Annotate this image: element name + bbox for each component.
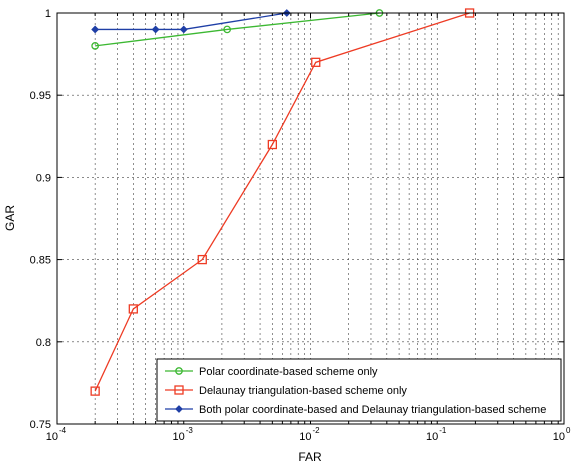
legend-entry: Delaunay triangulation-based scheme only bbox=[165, 385, 407, 397]
series-circle bbox=[91, 9, 384, 50]
x-tick-label-exponent: -1 bbox=[439, 426, 447, 435]
y-tick-label: 0.8 bbox=[36, 337, 51, 349]
data-point-marker bbox=[91, 42, 100, 50]
x-tick-label: 10 bbox=[299, 431, 311, 443]
data-point-marker bbox=[197, 254, 207, 265]
legend: Polar coordinate-based scheme only Delaun… bbox=[156, 358, 562, 422]
x-tick-label: 10 bbox=[426, 431, 438, 443]
series-line bbox=[94, 12, 470, 392]
x-axis-label: FAR bbox=[298, 450, 322, 464]
legend-entry: Polar coordinate-based scheme only bbox=[165, 366, 378, 378]
data-point-marker bbox=[90, 386, 100, 396]
data-point-marker bbox=[179, 25, 188, 34]
y-axis-label: GAR bbox=[3, 205, 17, 231]
legend-box bbox=[156, 358, 562, 422]
data-point-marker bbox=[128, 304, 138, 314]
legend-marker bbox=[175, 405, 183, 413]
x-tick-label-exponent: -3 bbox=[186, 426, 194, 435]
legend-marker bbox=[175, 367, 183, 375]
y-tick-label: 1 bbox=[45, 8, 51, 20]
x-tick-label-exponent: -2 bbox=[313, 426, 321, 435]
legend-entry: Both polar coordinate-based and Delaunay… bbox=[165, 404, 546, 416]
x-tick-label: 10 bbox=[46, 431, 58, 443]
data-point-marker bbox=[223, 25, 232, 34]
series-line bbox=[95, 12, 380, 47]
legend-marker bbox=[174, 385, 184, 395]
data-point-marker bbox=[91, 25, 100, 34]
grid-lines bbox=[57, 13, 564, 424]
y-tick-label: 0.85 bbox=[30, 255, 51, 267]
series-diamond bbox=[91, 9, 291, 34]
x-tick-label-exponent: 0 bbox=[566, 426, 571, 435]
data-point-marker bbox=[151, 25, 160, 34]
x-tick-label: 10 bbox=[553, 431, 565, 443]
y-tick-label: 0.75 bbox=[30, 419, 51, 431]
x-tick-label-exponent: -4 bbox=[59, 426, 67, 435]
data-point-marker bbox=[267, 139, 277, 150]
legend-label: Polar coordinate-based scheme only bbox=[199, 366, 378, 378]
legend-label: Delaunay triangulation-based scheme only bbox=[199, 385, 407, 397]
legend-label: Both polar coordinate-based and Delaunay… bbox=[199, 404, 546, 416]
y-tick-label: 0.95 bbox=[30, 90, 51, 102]
series-line bbox=[95, 12, 287, 31]
x-tick-label: 10 bbox=[173, 431, 185, 443]
y-tick-label: 0.9 bbox=[36, 172, 51, 184]
data-point-marker bbox=[311, 57, 321, 67]
